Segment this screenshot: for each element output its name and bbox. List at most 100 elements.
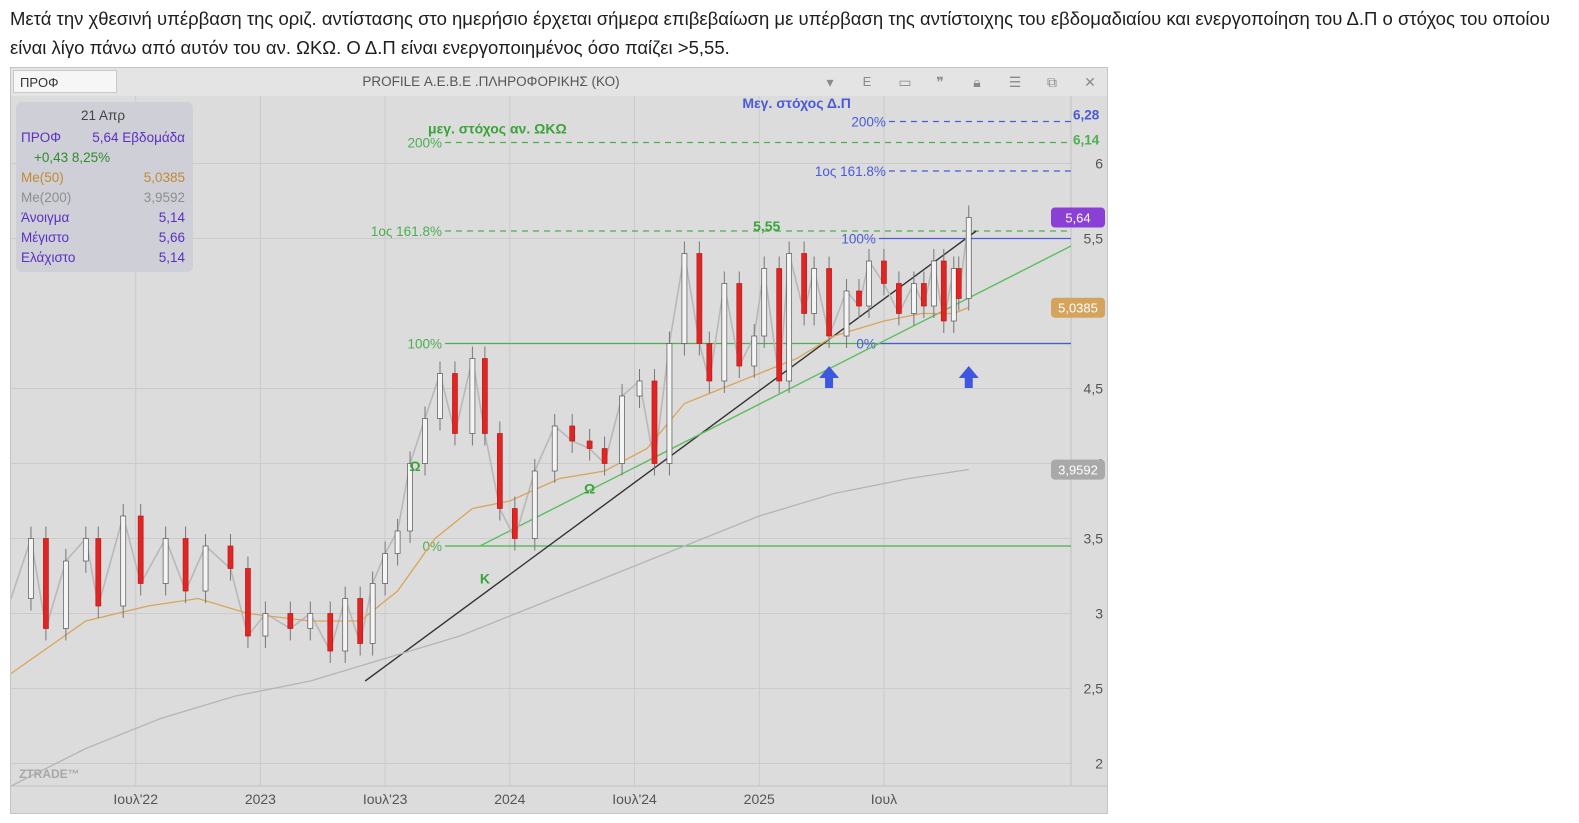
candle-body [601,448,608,464]
candle-body [342,598,349,652]
watermark-logo: ZTRADE™ [19,767,80,781]
candle-body [496,433,503,509]
legend-row: Me(50) 5,0385 [21,168,185,188]
trendline [479,245,1072,547]
x-tick-label: Ιουλ [871,791,897,807]
candle-body [382,553,388,584]
price-badge-label: 5,64 [1065,211,1090,226]
chart-titlebar: ΠΡΟΦ PROFILE Α.Ε.Β.Ε .ΠΛΗΡΟΦΟΡΙΚΗΣ (ΚΟ) … [11,68,1107,97]
chart-window[interactable]: ΠΡΟΦ PROFILE Α.Ε.Β.Ε .ΠΛΗΡΟΦΟΡΙΚΗΣ (ΚΟ) … [10,67,1108,814]
chart-annotation: Κ [480,571,490,587]
candle-body [369,583,376,644]
candle-body [866,260,872,307]
legend-row-label: Άνοιγμα [21,210,70,225]
candle-body [437,373,443,419]
interval-button[interactable]: E [862,74,872,89]
symbol-input[interactable]: ΠΡΟΦ [13,70,117,93]
candle-body [327,613,334,652]
y-tick-label: 2,5 [1084,681,1104,697]
candle-body [636,380,643,397]
legend-price: 5,64 Εβδομάδα [92,130,185,145]
candle-body [511,508,518,539]
level-value: 6,14 [1073,133,1100,148]
candle-body [786,253,793,382]
legend-row-value: 5,14 [158,210,185,225]
candle-body [721,283,728,382]
candle-body [394,530,401,554]
legend-row-value: 5,0385 [143,170,185,185]
y-tick-label: 6 [1095,156,1103,172]
y-tick-label: 5,5 [1084,231,1104,247]
candle-body [706,343,713,382]
level-label: 1ος 161.8% [371,224,442,239]
legend-panel: 21 Απρ ΠΡΟΦ 5,64 Εβδομάδα +0,43 8,25% Me… [16,102,193,272]
x-tick-label: Ιουλ'22 [113,791,158,807]
legend-row-value: 3,9592 [143,190,185,205]
candle-body [586,440,593,449]
level-label: 200% [407,136,442,151]
candle-body [856,290,862,307]
candle-body [95,538,102,607]
candle-body [482,358,488,434]
legend-row-label: Ελάχιστο [21,250,76,265]
candle-body [950,268,957,322]
candle-body [307,613,314,629]
legend-row: Me(200) 3,9592 [21,188,185,208]
chart-annotation: Ω [584,481,595,497]
window-icon[interactable]: ⧉ [1047,74,1057,90]
level-label: 1ος 161.8% [815,164,886,179]
candle-body [930,260,937,307]
candle-body [63,560,69,629]
up-arrow-icon [819,366,840,388]
candle-body [843,290,850,337]
candle-body [651,380,658,464]
y-tick-label: 4,5 [1084,381,1104,397]
candle-body [357,598,364,644]
menu-icon[interactable]: ☰ [1008,74,1022,90]
close-icon[interactable]: ✕ [1084,74,1096,90]
x-tick-label: 2024 [494,791,525,807]
x-tick-label: Ιουλ'24 [612,791,657,807]
legend-date: 21 Απρ [80,108,126,123]
x-tick-label: Ιουλ'23 [363,791,408,807]
candle-body [811,268,817,314]
up-arrow-icon [958,366,979,388]
level-label: 100% [407,337,442,352]
legend-change: +0,43 8,25% [34,150,111,165]
price-badge [1051,207,1105,228]
candle-body [736,283,743,367]
legend-row-value: 5,66 [158,230,185,245]
candle-body [287,613,294,629]
quote-icon[interactable]: ❞ [936,74,944,90]
chart-plot[interactable]: 22,533,544,55,56Ιουλ'222023Ιουλ'232024Ιο… [11,96,1107,813]
candle-body [881,260,887,284]
candle-body [569,425,576,442]
legend-row: Ελάχιστο 5,14 [21,248,185,268]
price-badge-label: 3,9592 [1058,463,1098,478]
chart-annotation: 5,55 [753,218,780,234]
chart-annotation: μεγ. στόχος αν. ΩΚΩ [428,121,567,137]
level-label: 100% [841,232,876,247]
candle-body [619,395,625,464]
price-badge-label: 5,0385 [1058,301,1098,316]
legend-row-value: 5,14 [158,250,185,265]
candle-body [696,253,703,344]
x-tick-label: 2025 [744,791,775,807]
panel-icon[interactable]: ▭ [898,74,912,90]
chevron-down-icon[interactable]: ▾ [826,74,834,90]
candle-body [920,283,927,307]
candle-body [751,335,758,367]
x-tick-label: 2023 [245,791,276,807]
level-label: 200% [851,115,886,130]
candle-body [422,418,428,464]
legend-row-label: Μέγιστο [21,230,69,245]
price-badge [1051,297,1105,318]
series-line [11,468,969,787]
candle-body [227,545,234,569]
candle-body [826,268,832,337]
lock-icon[interactable]: 🔒︎ [973,74,981,90]
candle-body [137,515,144,584]
candle-body [452,373,458,434]
y-tick-label: 2 [1095,756,1103,772]
legend-row: Μέγιστο 5,66 [21,228,185,248]
